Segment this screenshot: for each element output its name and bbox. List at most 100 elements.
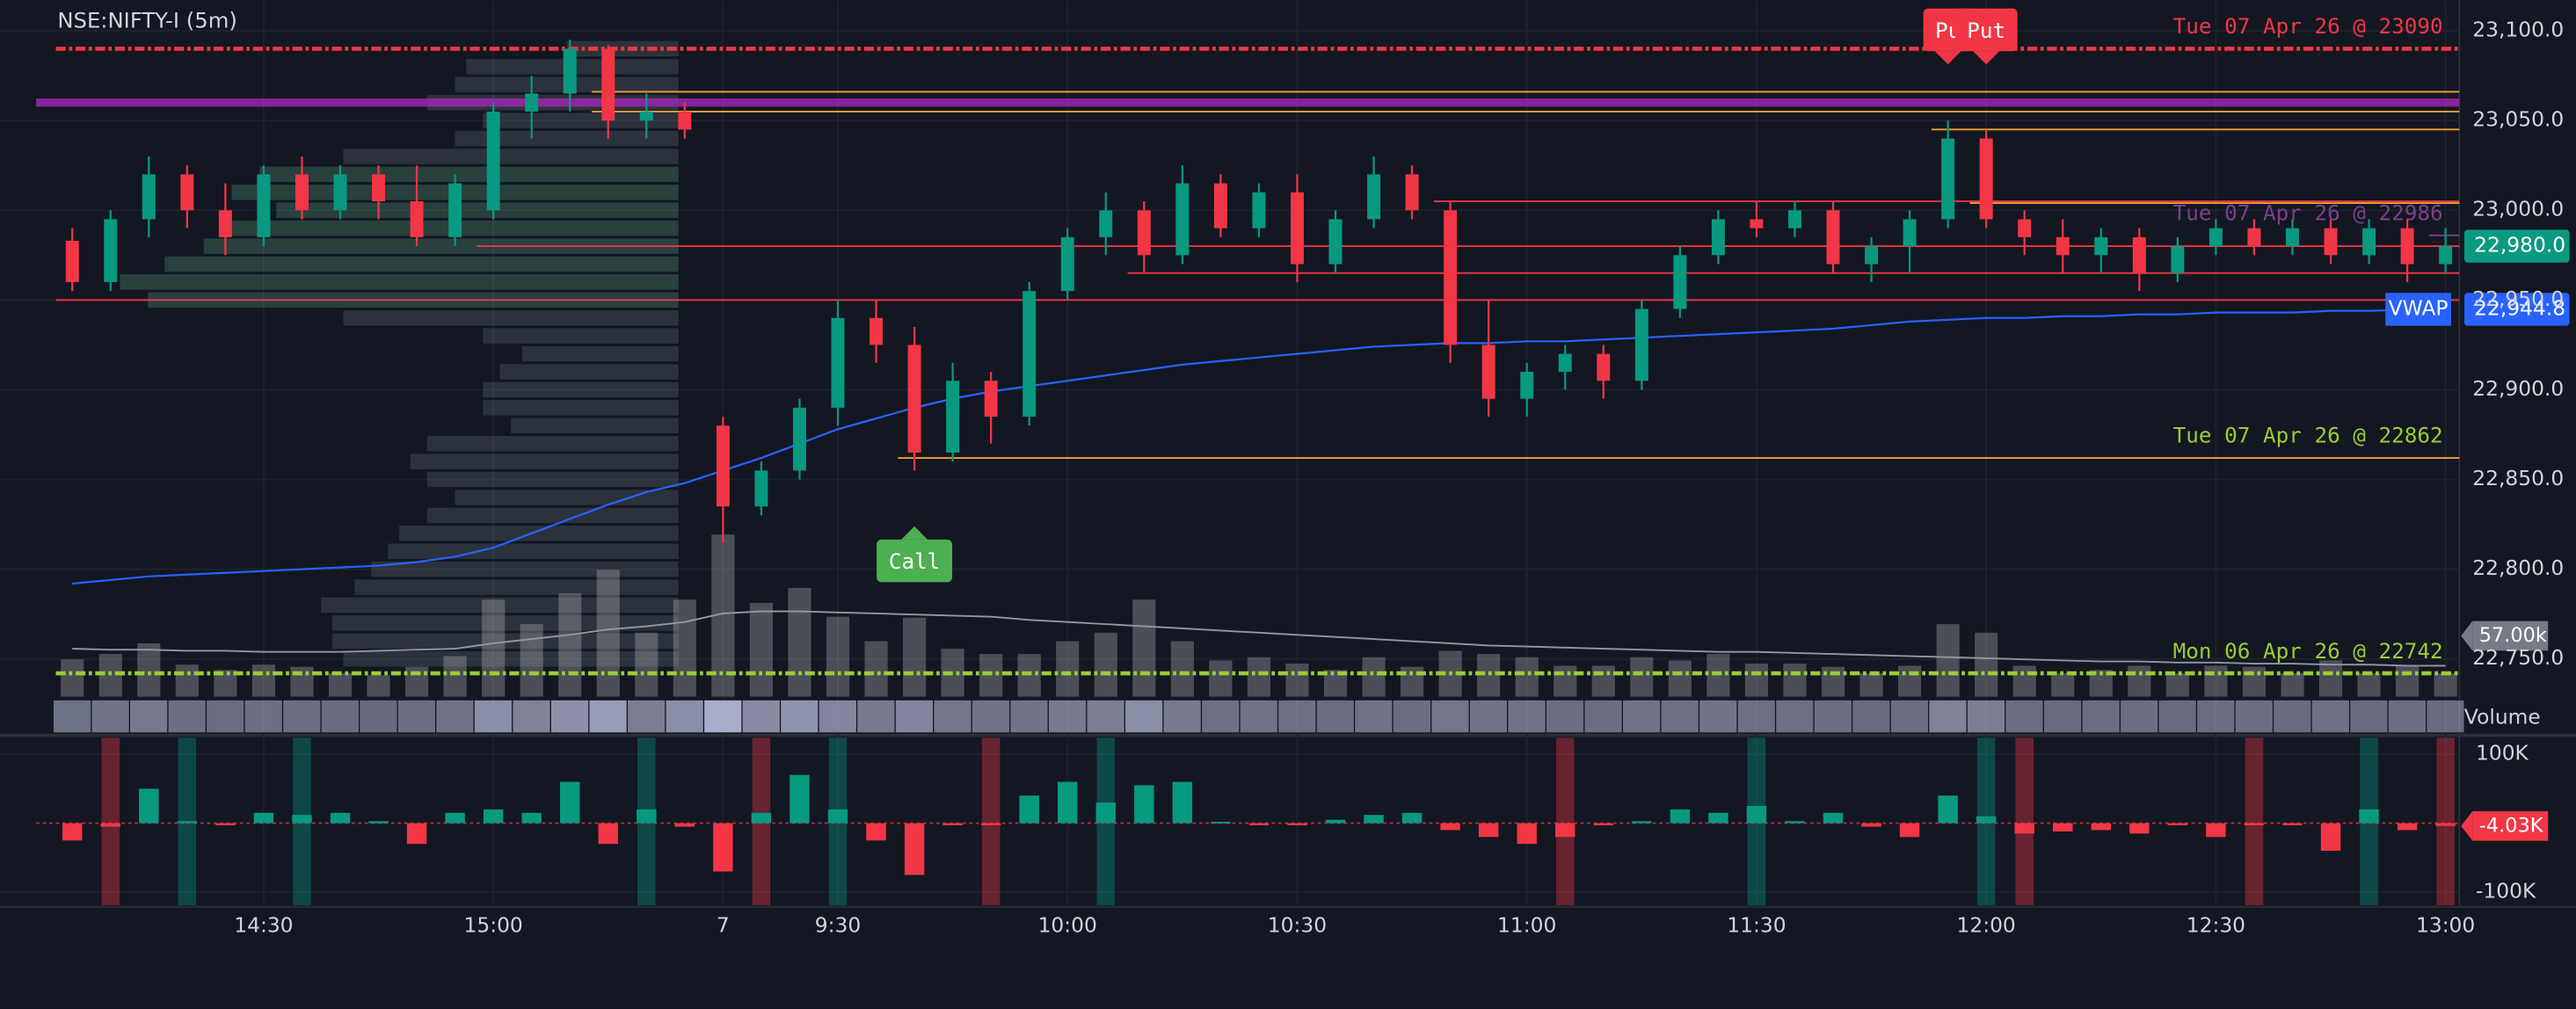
volume-bar xyxy=(1630,657,1654,697)
volume-heat-cell xyxy=(1430,699,1470,734)
delta-bar xyxy=(521,812,542,824)
delta-bar xyxy=(1746,805,1767,824)
volume-heat-cell xyxy=(512,699,551,734)
delta-bar xyxy=(1555,823,1575,838)
volume-bar xyxy=(1936,624,1960,697)
vwap-tag-label: 22,944.8 xyxy=(2474,295,2565,320)
volume-profile-row xyxy=(354,579,679,595)
candle-body xyxy=(792,407,806,471)
volume-heat-cell xyxy=(1468,699,1509,734)
candle-body xyxy=(907,345,921,453)
delta-bar xyxy=(2244,823,2265,825)
x-tick-label: 13:00 xyxy=(2416,913,2475,938)
candle-body xyxy=(1290,192,1304,265)
volume-bar xyxy=(864,641,888,697)
signal-box xyxy=(1954,8,2018,52)
candle-body xyxy=(716,425,730,507)
volume-heat-cell xyxy=(971,699,1011,734)
vwap-name: VWAP xyxy=(2389,295,2449,320)
signal-label: Call xyxy=(889,548,940,574)
delta-tag-box xyxy=(2472,810,2549,841)
delta-bar xyxy=(2014,823,2034,834)
delta-bar xyxy=(292,815,312,824)
candle-body xyxy=(1826,210,1840,265)
candle-body xyxy=(870,317,884,345)
volume-heat-cell xyxy=(1239,699,1278,734)
delta-bar xyxy=(1172,781,1193,824)
candle-body xyxy=(1481,345,1495,399)
x-tick-label: 10:00 xyxy=(1038,913,1097,938)
x-tick-label: 12:00 xyxy=(1957,913,2016,938)
volume-heat-cell xyxy=(933,699,972,734)
delta-bar xyxy=(2359,809,2379,824)
delta-bar xyxy=(1517,823,1537,845)
delta-bar xyxy=(1899,823,1920,838)
x-tick-label: 12:30 xyxy=(2187,913,2245,938)
volume-bar xyxy=(673,599,696,697)
delta-bar xyxy=(713,823,733,872)
candle-body xyxy=(1367,174,1381,220)
volume-heat-cell xyxy=(2196,699,2236,734)
volume-heat-cell xyxy=(1545,699,1585,734)
volume-profile-row xyxy=(371,561,679,577)
volume-heat-cell xyxy=(473,699,513,734)
volume-heat-cell xyxy=(1660,699,1699,734)
volume-bar xyxy=(2128,665,2151,697)
delta-bar xyxy=(1632,821,1652,824)
volume-heat-cell xyxy=(741,699,781,734)
volume-heat-cell xyxy=(1583,699,1623,734)
vwap-tag-box xyxy=(2463,293,2570,326)
candle-body xyxy=(563,48,577,94)
signal-highlight xyxy=(2245,737,2264,905)
y-tick-label: 22,750.0 xyxy=(2472,645,2564,670)
candle-body xyxy=(65,240,79,282)
delta-bar xyxy=(1287,823,1307,825)
volume-heat-cell xyxy=(1201,699,1241,734)
volume-profile-row xyxy=(455,490,679,505)
volume-heat-cell xyxy=(1622,699,1662,734)
delta-bar xyxy=(1248,823,1270,825)
volume-profile-row xyxy=(321,597,679,613)
delta-bar xyxy=(942,823,963,825)
volume-heat-cell xyxy=(856,699,896,734)
delta-bar xyxy=(1134,785,1154,824)
chart-title: NSE:NIFTY-I (5m) xyxy=(57,8,236,33)
delta-bar xyxy=(1976,816,1997,824)
candle-body xyxy=(1175,183,1190,256)
volume-heat-cell xyxy=(282,699,322,734)
volume-bar xyxy=(61,659,84,697)
delta-bar xyxy=(2206,823,2226,838)
volume-heat-cell xyxy=(2043,699,2083,734)
volume-bar xyxy=(328,672,353,697)
volume-heat-cell xyxy=(1277,699,1317,734)
volume-bar xyxy=(596,570,620,697)
volume-heat-cell xyxy=(1086,699,1125,734)
delta-bar xyxy=(1861,823,1881,827)
delta-bar xyxy=(100,823,120,827)
volume-heat-cell xyxy=(1124,699,1164,734)
volume-bar xyxy=(902,617,927,697)
volume-profile-row xyxy=(343,651,679,667)
candle-body xyxy=(2247,228,2261,247)
delta-bar xyxy=(980,823,1001,825)
y-tick-label: 23,000.0 xyxy=(2472,197,2564,221)
volume-bar xyxy=(635,632,659,697)
delta-bar xyxy=(2320,823,2341,851)
volume-bar xyxy=(2357,672,2381,697)
volume-bar xyxy=(520,624,543,697)
volume-bar xyxy=(367,675,390,697)
delta-bar xyxy=(368,821,389,824)
volume-profile-row xyxy=(164,256,679,272)
volume-bar xyxy=(137,642,161,697)
volume-bar xyxy=(2051,672,2075,697)
volume-heat-cell xyxy=(1852,699,1891,734)
volume-heat-cell xyxy=(894,699,934,734)
candle-body xyxy=(831,317,845,408)
level-label: Tue 07 Apr 26 @ 22862 xyxy=(2173,423,2443,448)
volume-heat-cell xyxy=(780,699,819,734)
delta-bar xyxy=(62,823,83,841)
x-tick-label: 9:30 xyxy=(815,913,861,938)
delta-bar xyxy=(2167,823,2188,825)
candle-body xyxy=(2362,228,2376,256)
